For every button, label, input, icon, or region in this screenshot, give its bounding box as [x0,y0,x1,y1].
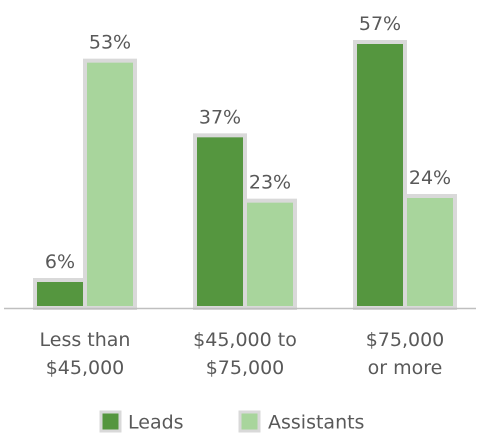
value-label-leads-1: 37% [199,106,241,128]
category-label-1-line-0: $45,000 to [193,329,297,351]
bar-assistants-1 [243,198,297,311]
category-label-0-line-1: $45,000 [46,357,125,379]
bar-assistants-2 [403,194,457,310]
bar-leads-2 [353,40,407,310]
value-label-assistants-1: 23% [249,172,291,194]
legend-label-assistants: Assistants [268,412,364,434]
legend-swatch-leads [99,410,122,433]
bar-leads-0 [33,278,87,310]
bars-group [33,40,457,311]
category-labels-group: Less than $45,000 $45,000 to $75,000 $75,000… [40,329,445,379]
value-labels-group: 6% 37% 57% 53% 23% 24% [45,13,451,273]
value-label-leads-0: 6% [45,251,75,273]
category-label-1-line-1: $75,000 [206,357,285,379]
category-label-2-line-1: or more [368,357,443,379]
value-label-assistants-2: 24% [409,167,451,189]
value-label-assistants-0: 53% [89,32,131,54]
legend-label-leads: Leads [128,412,184,434]
bar-leads-1 [193,133,247,310]
legend: Leads Assistants [99,410,364,434]
category-label-2-line-0: $75,000 [366,329,445,351]
value-label-leads-2: 57% [359,13,401,35]
bar-assistants-0 [83,58,137,310]
category-label-0-line-0: Less than [40,329,131,351]
legend-swatch-assistants [238,410,261,433]
